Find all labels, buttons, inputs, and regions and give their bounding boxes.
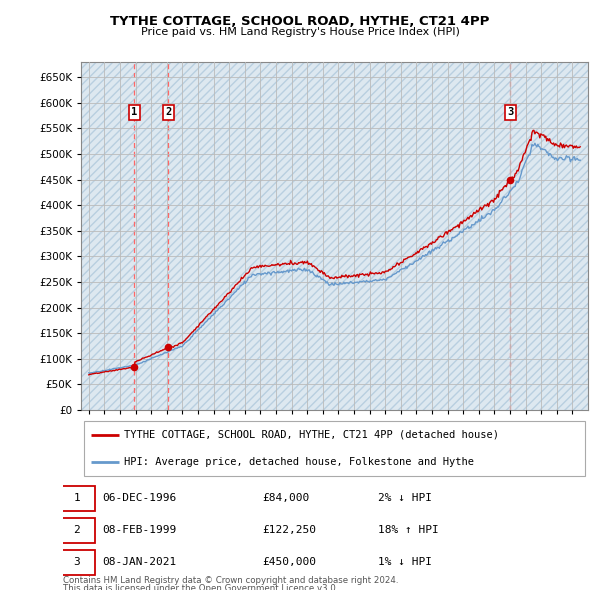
Text: 18% ↑ HPI: 18% ↑ HPI	[378, 526, 439, 535]
Text: 08-FEB-1999: 08-FEB-1999	[103, 526, 176, 535]
Text: 2% ↓ HPI: 2% ↓ HPI	[378, 493, 432, 503]
Text: 1: 1	[73, 493, 80, 503]
Text: 2: 2	[73, 526, 80, 535]
Text: 06-DEC-1996: 06-DEC-1996	[103, 493, 176, 503]
Text: £84,000: £84,000	[263, 493, 310, 503]
Text: TYTHE COTTAGE, SCHOOL ROAD, HYTHE, CT21 4PP: TYTHE COTTAGE, SCHOOL ROAD, HYTHE, CT21 …	[110, 15, 490, 28]
Text: £122,250: £122,250	[263, 526, 317, 535]
Text: TYTHE COTTAGE, SCHOOL ROAD, HYTHE, CT21 4PP (detached house): TYTHE COTTAGE, SCHOOL ROAD, HYTHE, CT21 …	[124, 430, 499, 440]
Text: 3: 3	[73, 558, 80, 568]
Text: 3: 3	[508, 107, 514, 117]
Text: 1: 1	[131, 107, 137, 117]
Text: HPI: Average price, detached house, Folkestone and Hythe: HPI: Average price, detached house, Folk…	[124, 457, 474, 467]
FancyBboxPatch shape	[59, 486, 95, 511]
Text: This data is licensed under the Open Government Licence v3.0.: This data is licensed under the Open Gov…	[63, 584, 338, 590]
FancyBboxPatch shape	[59, 550, 95, 575]
Text: £450,000: £450,000	[263, 558, 317, 568]
FancyBboxPatch shape	[83, 421, 586, 476]
Text: Price paid vs. HM Land Registry's House Price Index (HPI): Price paid vs. HM Land Registry's House …	[140, 27, 460, 37]
Text: 08-JAN-2021: 08-JAN-2021	[103, 558, 176, 568]
Text: 2: 2	[165, 107, 172, 117]
FancyBboxPatch shape	[59, 518, 95, 543]
Text: 1% ↓ HPI: 1% ↓ HPI	[378, 558, 432, 568]
Text: Contains HM Land Registry data © Crown copyright and database right 2024.: Contains HM Land Registry data © Crown c…	[63, 576, 398, 585]
